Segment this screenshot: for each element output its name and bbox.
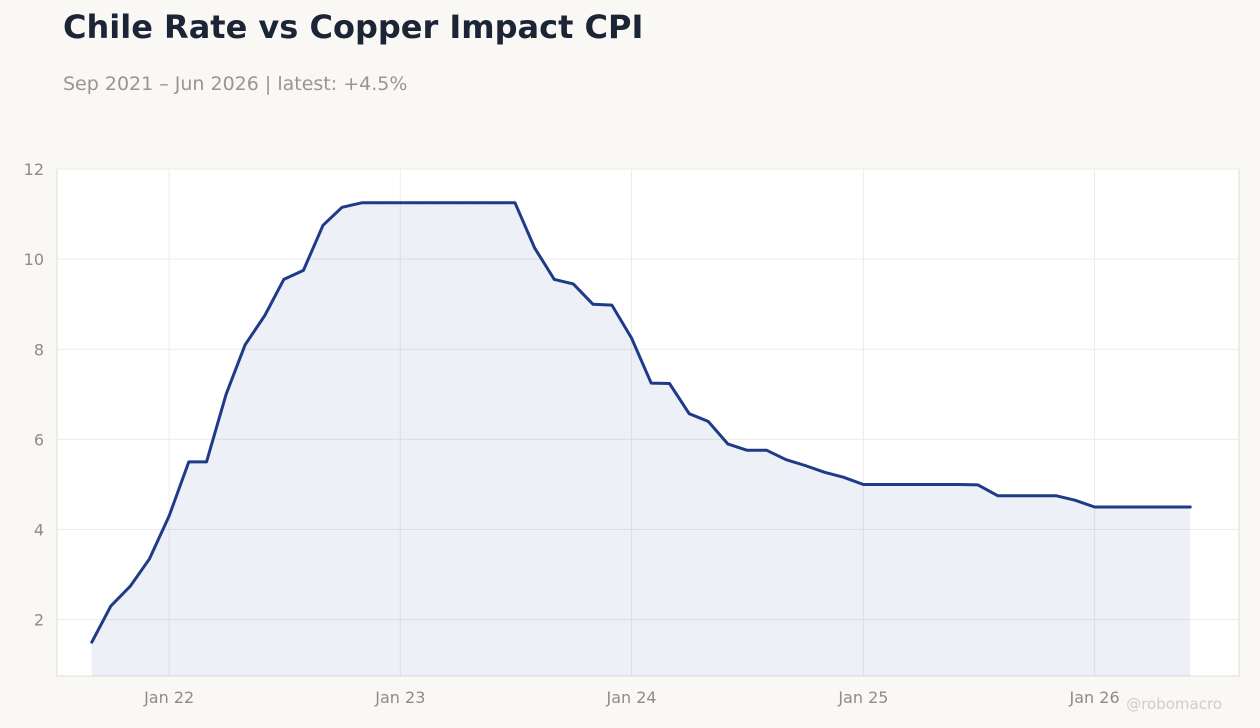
chart-title: Chile Rate vs Copper Impact CPI — [63, 8, 644, 46]
data-point — [862, 483, 865, 486]
x-tick-label: Jan 26 — [1069, 688, 1120, 707]
data-point — [456, 201, 459, 204]
data-point — [533, 246, 536, 250]
x-axis-ticks: Jan 22 Jan 23 Jan 24 Jan 25 Jan 26 — [143, 688, 1120, 707]
data-point — [919, 483, 922, 486]
data-point — [167, 514, 171, 518]
data-point — [1169, 505, 1172, 509]
data-point — [494, 201, 498, 204]
y-tick-label: 6 — [34, 430, 44, 449]
x-tick-label: Jan 24 — [605, 688, 656, 707]
y-tick-label: 12 — [24, 160, 44, 179]
data-point — [765, 449, 768, 452]
data-point — [399, 201, 402, 204]
data-point — [1073, 499, 1077, 502]
data-point — [282, 278, 285, 281]
data-point — [630, 336, 633, 340]
data-point — [688, 412, 691, 415]
y-tick-label: 2 — [34, 611, 44, 630]
data-point — [418, 201, 422, 204]
y-axis-ticks: 2 4 6 8 10 12 — [24, 160, 44, 630]
data-point — [881, 483, 885, 486]
data-point — [784, 458, 788, 461]
series-line — [90, 201, 1192, 644]
data-point — [1113, 505, 1116, 509]
data-point — [976, 483, 980, 487]
data-point — [224, 393, 228, 396]
data-point — [957, 483, 961, 486]
data-point — [553, 278, 556, 281]
data-point — [668, 382, 671, 385]
data-point — [360, 201, 363, 204]
data-point — [340, 206, 344, 209]
data-point — [243, 343, 247, 346]
data-point — [996, 494, 999, 497]
data-point — [1150, 505, 1153, 509]
data-point — [1093, 505, 1096, 509]
data-point — [1189, 505, 1192, 509]
data-point — [823, 471, 826, 474]
data-point — [650, 381, 653, 385]
series-points — [90, 201, 1192, 644]
data-point — [591, 303, 595, 306]
data-point — [109, 604, 113, 608]
data-point — [899, 483, 902, 486]
data-point — [842, 476, 845, 479]
data-point — [938, 483, 941, 486]
y-tick-label: 4 — [34, 521, 44, 540]
x-tick-label: Jan 23 — [374, 688, 425, 707]
data-point — [1054, 494, 1058, 497]
data-point — [610, 303, 614, 307]
data-point — [803, 464, 807, 467]
data-point — [726, 442, 729, 446]
data-point — [205, 460, 208, 464]
data-point — [148, 557, 151, 560]
data-point — [129, 584, 132, 588]
y-tick-label: 10 — [24, 250, 44, 269]
data-point — [302, 269, 305, 272]
data-point — [1016, 494, 1019, 497]
data-point — [263, 314, 266, 317]
data-point — [321, 224, 325, 227]
data-point — [707, 420, 710, 423]
data-point — [1035, 494, 1038, 497]
plot-background — [56, 168, 1240, 677]
data-point — [187, 460, 190, 464]
chart-subtitle: Sep 2021 – Jun 2026 | latest: +4.5% — [63, 73, 408, 95]
data-point — [572, 282, 575, 286]
data-point — [379, 201, 382, 204]
data-point — [513, 201, 517, 204]
watermark: @robomacro — [1126, 695, 1222, 713]
series-area — [91, 202, 1191, 677]
data-point — [475, 201, 478, 204]
grid-lines — [57, 168, 1239, 676]
data-point — [1130, 505, 1134, 509]
x-tick-label: Jan 25 — [837, 688, 888, 707]
x-tick-label: Jan 22 — [143, 688, 194, 707]
y-tick-label: 8 — [34, 340, 44, 359]
data-point — [90, 641, 94, 644]
data-point — [436, 201, 439, 204]
data-point — [745, 449, 748, 452]
